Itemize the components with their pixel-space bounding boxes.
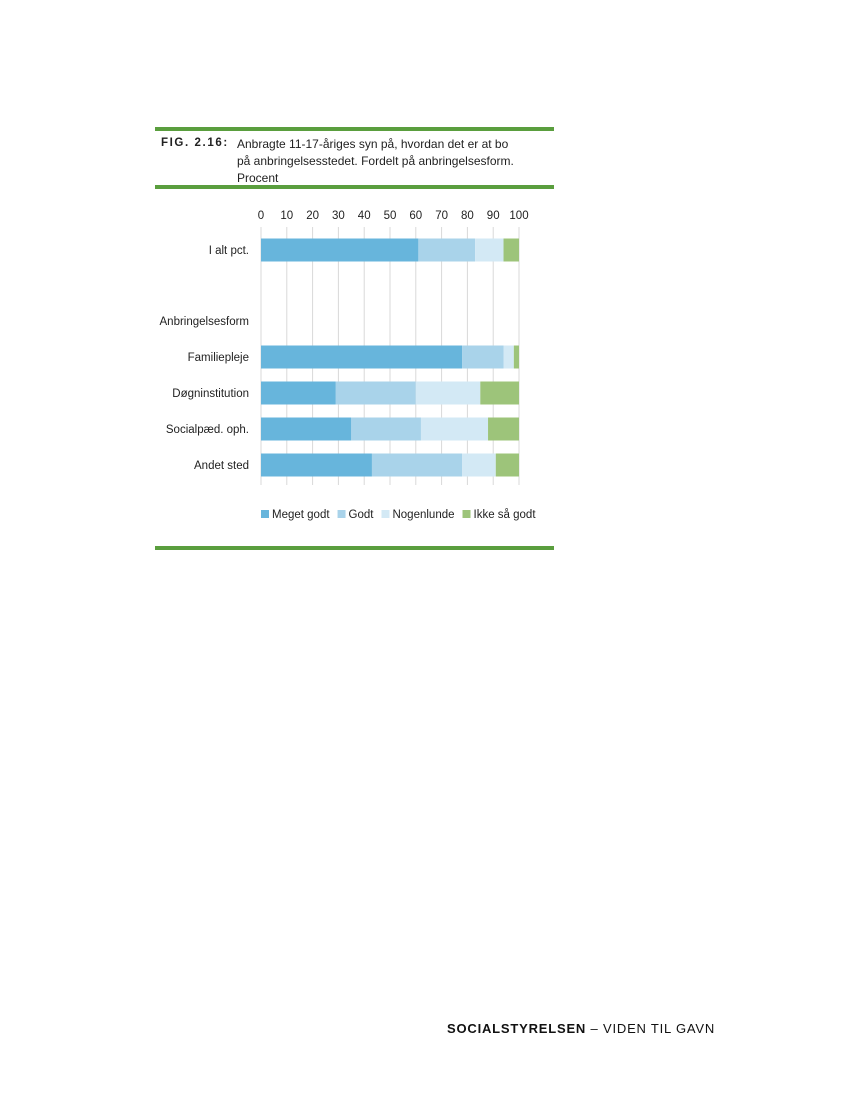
x-tick-label: 90 <box>487 210 500 222</box>
category-labels: I alt pct. Familiepleje Døgninstitution Soc… <box>160 245 249 472</box>
x-tick-label: 30 <box>332 210 345 222</box>
bar-segment <box>480 381 519 405</box>
bar-segment <box>261 417 352 441</box>
bar-segment <box>261 381 336 405</box>
bar-segment <box>462 453 496 477</box>
legend-label: Godt <box>349 509 375 521</box>
group-label: Anbringelsesform <box>160 316 249 328</box>
bar-segment <box>462 345 504 369</box>
legend: Meget godt Godt Nogenlunde Ikke så godt <box>261 509 536 521</box>
bar-segment <box>261 453 372 477</box>
x-tick-label: 80 <box>461 210 474 222</box>
footer-separator: – <box>590 1021 599 1036</box>
bar-segment <box>513 345 519 369</box>
legend-swatch <box>381 510 390 518</box>
legend-label: Ikke så godt <box>474 509 537 521</box>
x-tick-label: 60 <box>409 210 422 222</box>
footer-brand: SOCIALSTYRELSEN <box>447 1021 587 1036</box>
x-tick-label: 0 <box>258 210 264 222</box>
figure-title: Anbragte 11-17-åriges syn på, hvordan de… <box>237 137 514 185</box>
legend-label: Nogenlunde <box>392 509 454 521</box>
bar-segment <box>418 238 476 262</box>
bars <box>261 238 519 477</box>
top-rule <box>155 127 554 131</box>
footer-tagline: VIDEN TIL GAVN <box>603 1021 716 1036</box>
category-label: Andet sted <box>194 460 249 472</box>
legend-swatch <box>462 510 471 518</box>
bar-segment <box>503 345 514 369</box>
bar-segment <box>420 417 489 441</box>
bar-segment <box>371 453 463 477</box>
x-tick-label: 100 <box>509 210 528 222</box>
title-rule <box>155 185 554 189</box>
footer: SOCIALSTYRELSEN – VIDEN TIL GAVN <box>447 1021 715 1036</box>
bar-segment <box>475 238 504 262</box>
x-tick-label: 50 <box>384 210 397 222</box>
category-label: Døgninstitution <box>172 388 249 400</box>
bar-segment <box>488 417 519 441</box>
figure-label: FIG. 2.16: <box>161 137 229 149</box>
x-tick-labels: 0 10 20 30 40 50 60 70 80 90 100 <box>258 210 529 222</box>
x-tick-label: 40 <box>358 210 371 222</box>
category-label: Familiepleje <box>188 352 249 364</box>
category-label: Socialpæd. oph. <box>166 424 249 436</box>
x-tick-label: 10 <box>280 210 293 222</box>
category-label: I alt pct. <box>209 245 249 257</box>
bar-segment <box>351 417 421 441</box>
legend-label: Meget godt <box>272 509 330 521</box>
bar-segment <box>335 381 416 405</box>
bar-segment <box>415 381 481 405</box>
bar-segment <box>495 453 519 477</box>
stacked-bar-chart: 0 10 20 30 40 50 60 70 80 90 100 I alt pct. Familie… <box>160 210 537 521</box>
legend-swatch <box>261 510 269 518</box>
bar-segment <box>503 238 519 262</box>
bar-segment <box>261 238 419 262</box>
bottom-rule <box>155 546 554 550</box>
legend-swatch <box>337 510 346 518</box>
bar-segment <box>261 345 463 369</box>
x-tick-label: 70 <box>435 210 448 222</box>
x-tick-label: 20 <box>306 210 319 222</box>
